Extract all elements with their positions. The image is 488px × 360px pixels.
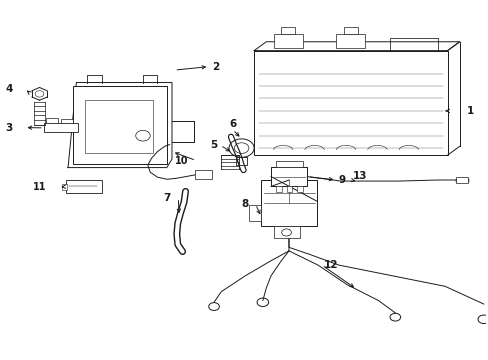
Bar [280,27,295,34]
Bar [297,186,303,192]
Bar [46,118,58,123]
Text: 8: 8 [241,199,248,209]
Text: 3: 3 [5,122,12,132]
Bar [61,184,66,190]
Bar [336,34,365,48]
Bar [270,167,307,186]
Bar [195,170,212,179]
Text: 13: 13 [352,171,367,181]
Text: 6: 6 [229,118,236,129]
Bar [44,123,78,132]
Bar [343,27,357,34]
Bar [254,51,447,155]
Bar [61,119,73,123]
Bar [273,226,300,238]
Bar [73,86,167,164]
Text: 4: 4 [5,84,12,94]
Text: 12: 12 [324,260,338,270]
Bar [273,34,302,48]
Bar [455,177,468,183]
Bar [249,205,261,221]
Text: 7: 7 [163,193,171,203]
Bar [65,180,102,193]
Text: 5: 5 [210,140,218,150]
Text: 2: 2 [211,62,219,72]
Bar [275,186,281,192]
Bar [275,161,302,167]
Text: 11: 11 [33,182,46,192]
Text: 1: 1 [466,106,473,116]
Bar [261,180,316,226]
Bar [286,186,292,192]
Text: 10: 10 [175,156,188,166]
Bar [85,100,152,153]
Text: 9: 9 [338,175,345,185]
